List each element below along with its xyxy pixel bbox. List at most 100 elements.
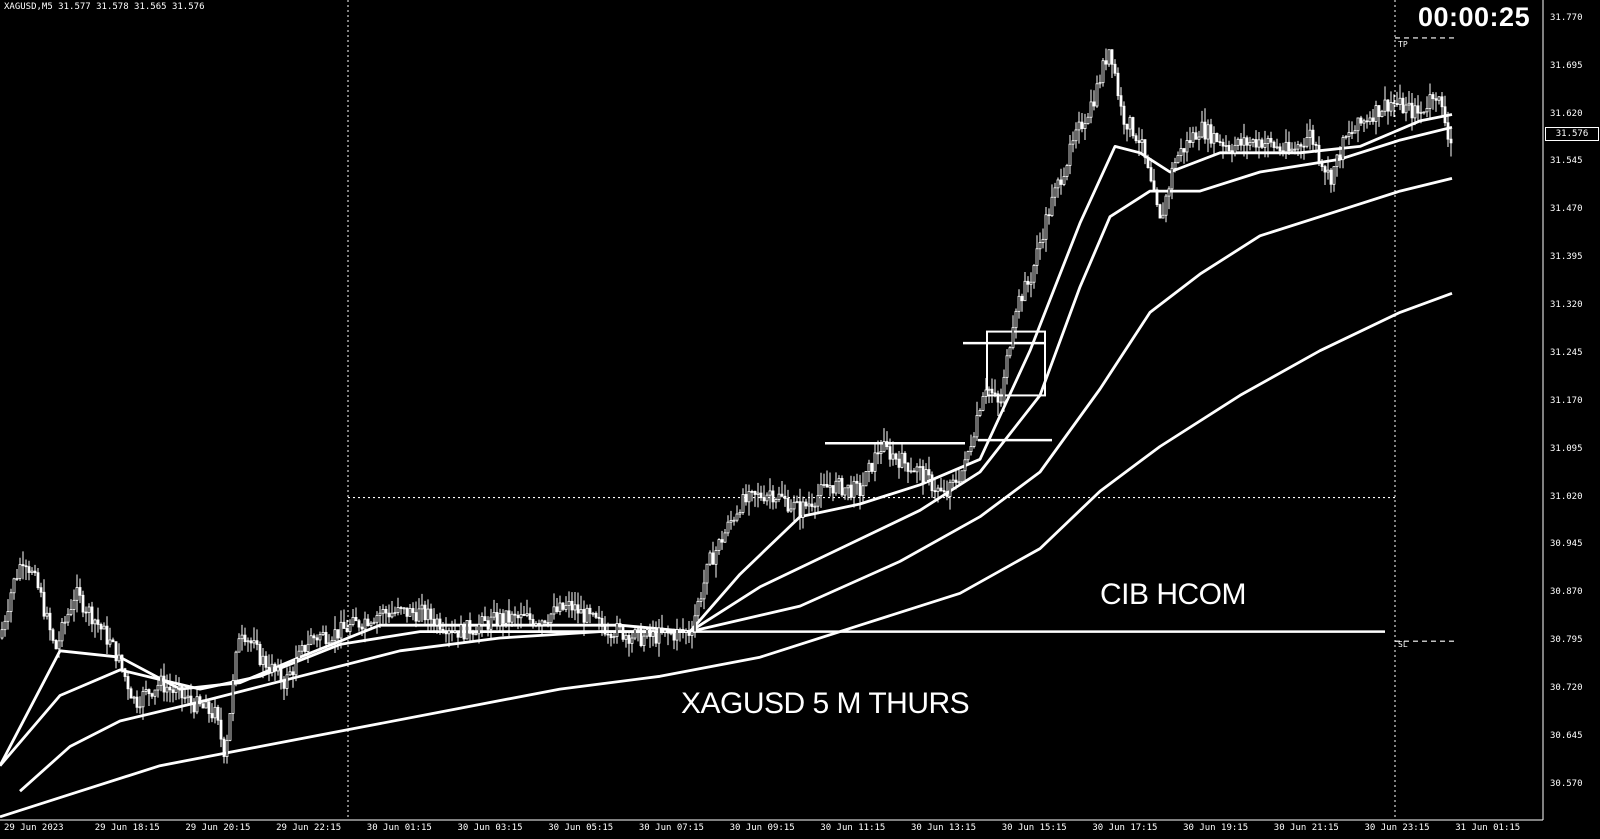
candle-body xyxy=(1404,104,1408,114)
candle-body xyxy=(1419,111,1423,114)
candle-body xyxy=(399,607,403,609)
candle-body xyxy=(336,629,340,639)
candle-body xyxy=(816,495,820,507)
candle-body xyxy=(363,618,367,630)
candle-body xyxy=(204,701,208,709)
candle-body xyxy=(489,616,493,630)
candle-body xyxy=(369,622,373,626)
candle-body xyxy=(414,612,418,622)
candle-body xyxy=(579,609,583,614)
candle-body xyxy=(198,696,202,705)
candle-body xyxy=(801,501,805,518)
candle-body xyxy=(138,706,142,709)
candle-body xyxy=(1350,132,1354,134)
annotation-chart-title: XAGUSD 5 M THURS xyxy=(681,687,970,720)
candle-body xyxy=(315,637,319,641)
candle-body xyxy=(849,484,853,498)
candle-body xyxy=(1083,123,1087,129)
price-tick-label: 31.770 xyxy=(1550,12,1583,23)
candle-body xyxy=(255,640,259,645)
candle-body xyxy=(585,607,589,623)
time-tick-label: 30 Jun 05:15 xyxy=(548,823,614,833)
candle-body xyxy=(993,392,997,395)
candle-body xyxy=(1440,96,1444,108)
candle-body xyxy=(366,618,370,626)
candle-body xyxy=(1422,111,1426,114)
candle-body xyxy=(765,494,769,502)
candle-body xyxy=(417,608,421,622)
candle-body xyxy=(1248,141,1252,146)
candle-body xyxy=(438,618,442,630)
candle-body xyxy=(1155,189,1159,206)
candle-body xyxy=(537,623,541,626)
candle-body xyxy=(672,632,676,641)
annotation-cib-hcom: CIB HCOM xyxy=(1100,578,1247,611)
moving-average-line xyxy=(0,291,1453,819)
candle-body xyxy=(240,634,244,640)
candle-body xyxy=(633,629,637,639)
candle-body xyxy=(1368,117,1372,123)
candle-body xyxy=(327,642,331,645)
candle-body xyxy=(291,671,295,676)
candle-body xyxy=(1113,63,1117,74)
candle-body xyxy=(426,608,430,621)
zone-box[interactable] xyxy=(986,330,1046,397)
price-tick-label: 31.395 xyxy=(1550,252,1583,263)
candle-body xyxy=(714,550,718,565)
candle-body xyxy=(729,520,733,523)
candle-body xyxy=(804,501,808,507)
candle-body xyxy=(282,681,286,689)
candle-body xyxy=(1275,146,1279,149)
candle-body xyxy=(468,620,472,634)
candle-body xyxy=(687,630,691,636)
candle-body xyxy=(660,627,664,633)
candle-body xyxy=(444,630,448,635)
candle-body xyxy=(582,609,586,623)
candle-body xyxy=(1305,137,1309,147)
time-tick-label: 31 Jun 01:15 xyxy=(1455,823,1521,833)
candle-body xyxy=(135,696,139,708)
candle-body xyxy=(441,628,445,632)
candle-body xyxy=(516,614,520,619)
candle-body xyxy=(669,632,673,635)
candle-body xyxy=(717,539,721,551)
price-tick-label: 31.320 xyxy=(1550,300,1583,311)
candle-body xyxy=(879,451,883,455)
candle-body xyxy=(855,480,859,484)
candle-body xyxy=(840,478,844,496)
candle-body xyxy=(447,630,451,635)
time-tick-label: 30 Jun 21:15 xyxy=(1273,823,1339,833)
candle-body xyxy=(1365,120,1369,123)
candle-body xyxy=(837,478,841,482)
current-price-tag: 31.576 xyxy=(1545,127,1599,141)
candle-body xyxy=(1011,327,1015,349)
candle-body xyxy=(483,616,487,622)
time-tick-label: 30 Jun 07:15 xyxy=(638,823,704,833)
candle-body xyxy=(945,491,949,497)
candle-body xyxy=(978,410,982,416)
candle-body xyxy=(1035,248,1039,266)
candle-body xyxy=(96,619,100,625)
candle-body xyxy=(51,629,55,641)
moving-average-line xyxy=(0,113,1453,767)
candle-body xyxy=(210,713,214,719)
candle-body xyxy=(222,738,226,757)
candle-body xyxy=(513,613,517,616)
candle-body xyxy=(384,609,388,614)
candle-body xyxy=(990,388,994,394)
candle-body xyxy=(1074,129,1078,142)
candle-body xyxy=(960,470,964,483)
candle-body xyxy=(339,621,343,639)
chart-frame xyxy=(0,0,1544,821)
candle-body xyxy=(1209,124,1213,144)
candle-body xyxy=(1347,132,1351,137)
candle-body xyxy=(504,610,508,624)
candle-body xyxy=(129,688,133,699)
candle-body xyxy=(681,629,685,633)
candle-body xyxy=(402,607,406,610)
candle-body xyxy=(813,505,817,508)
candle-body xyxy=(1104,60,1108,65)
candle-body xyxy=(168,686,172,691)
candle-body xyxy=(1377,105,1381,117)
candle-body xyxy=(696,600,700,617)
